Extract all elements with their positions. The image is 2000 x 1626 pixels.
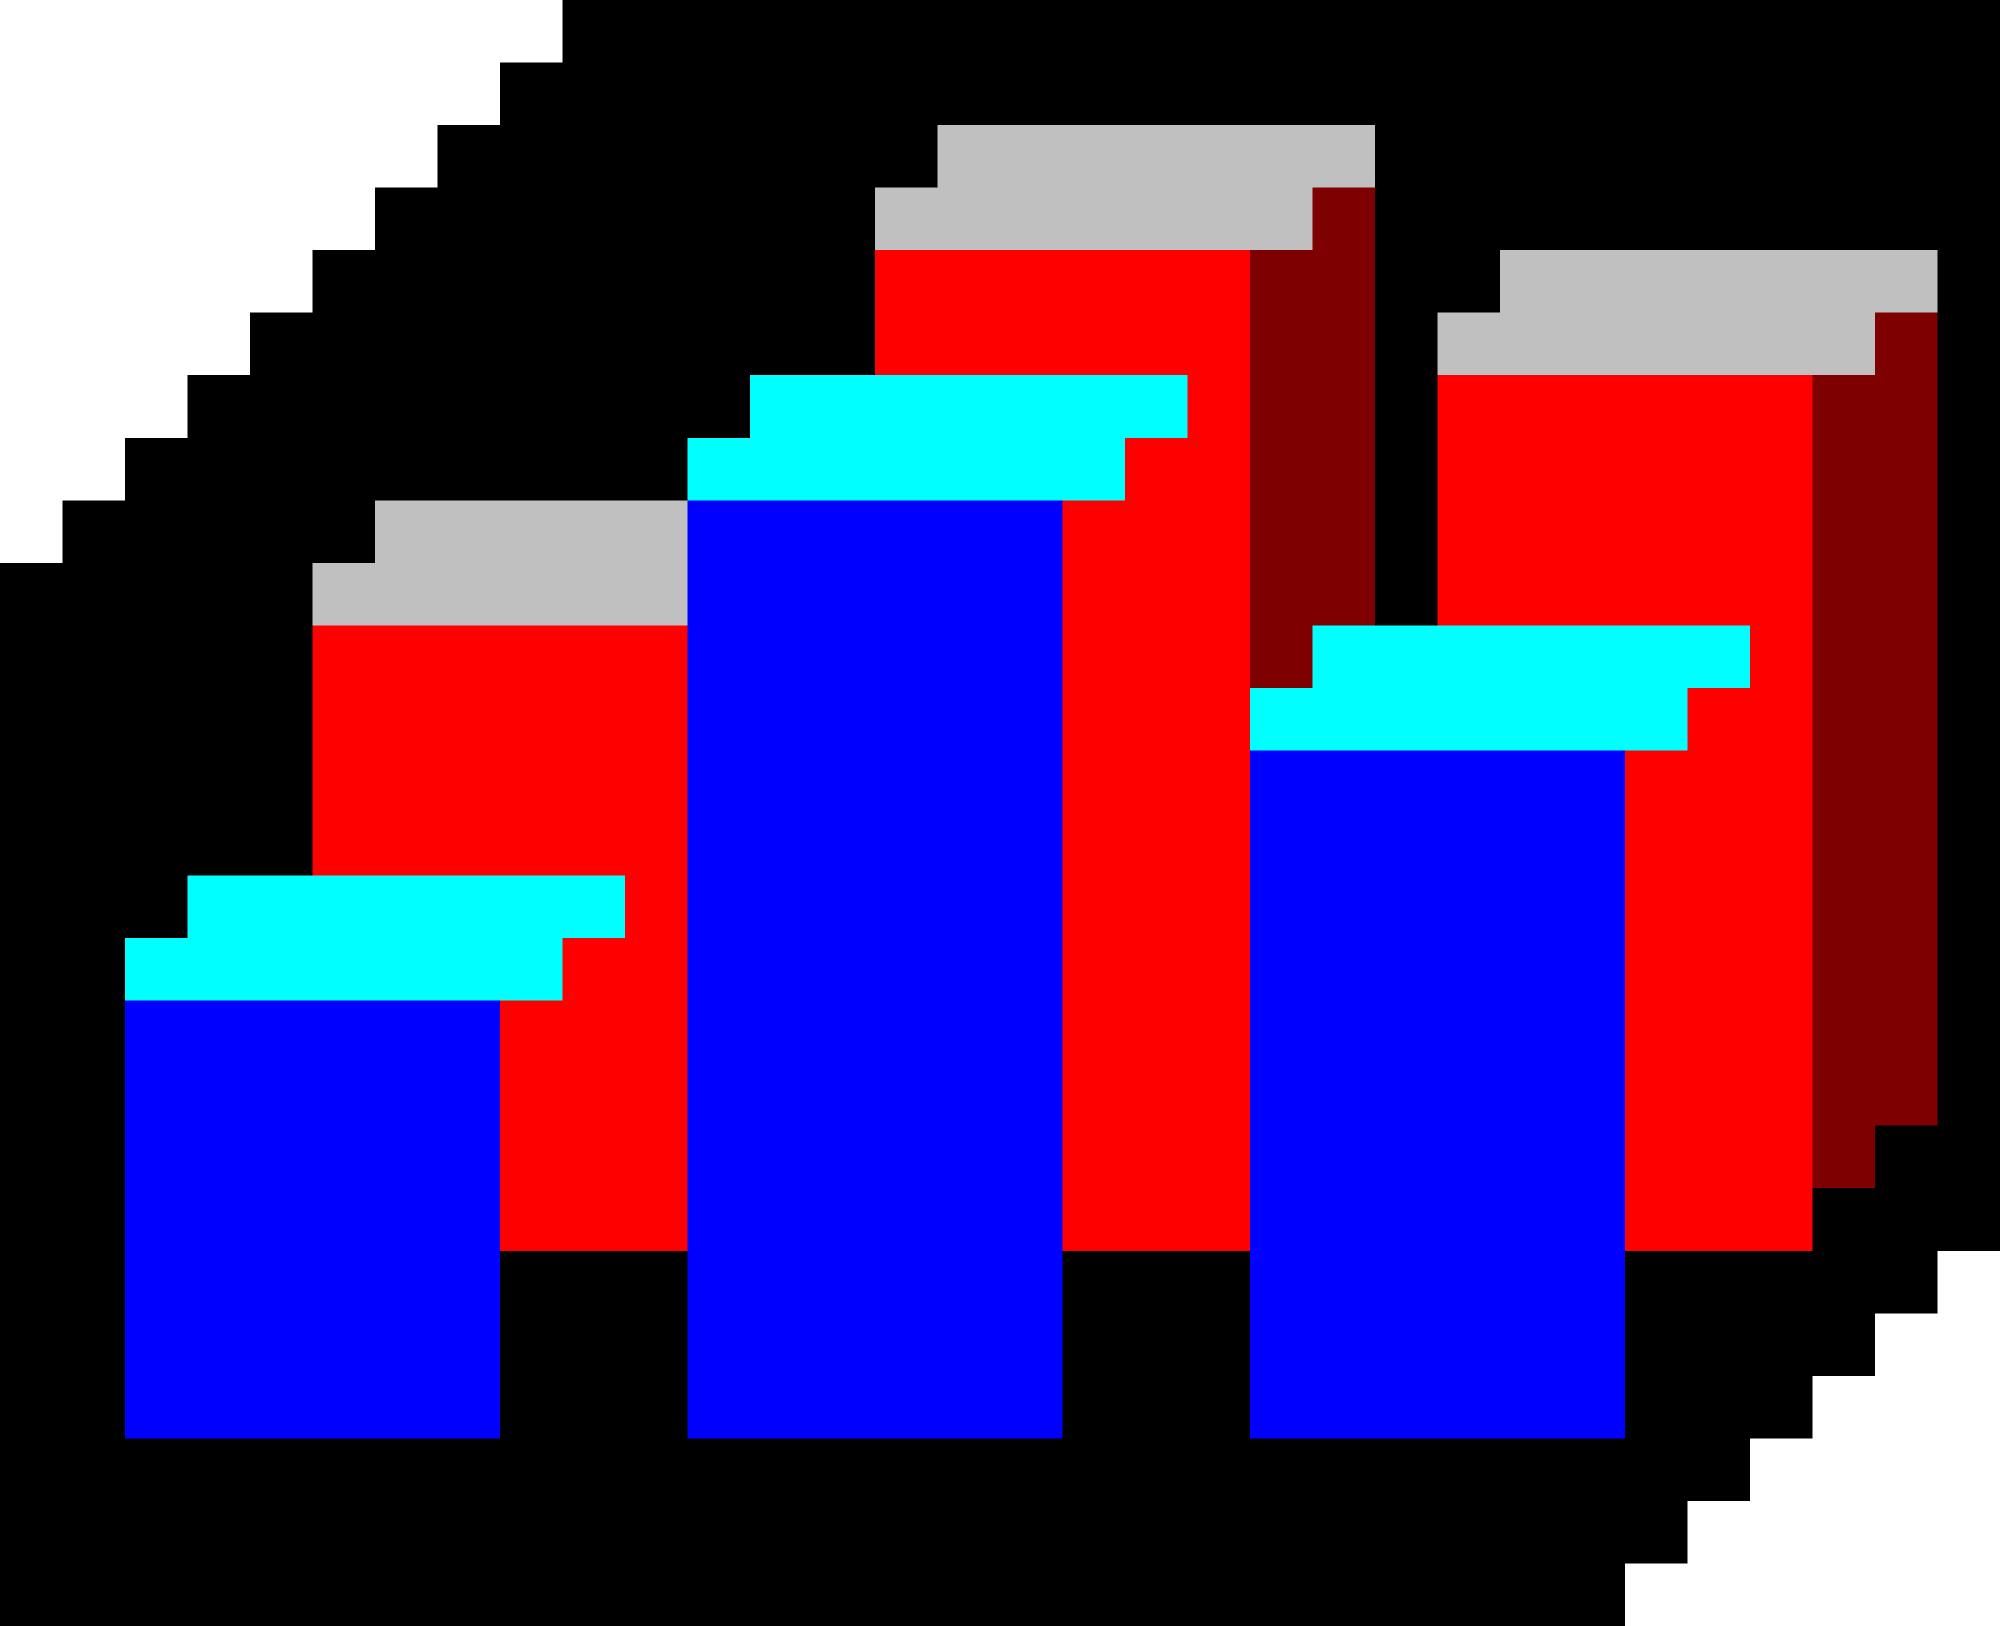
back-bar-3-side	[1875, 312, 1938, 376]
front-bar-1-top	[187, 875, 625, 939]
front-bar-2-top	[687, 437, 1125, 501]
front-bar-1-top	[125, 938, 563, 1001]
outline-row	[562, 0, 2000, 63]
outline-row	[500, 62, 2000, 126]
front-bar-2-top	[750, 375, 1188, 438]
front-bar-1-face	[125, 1000, 500, 1439]
back-bar-1-top	[312, 562, 750, 626]
back-bar-3-side	[1812, 1125, 1875, 1189]
back-bar-2-side	[1312, 187, 1375, 251]
outline-row	[0, 1438, 1750, 1501]
front-bar-3-top	[1250, 687, 1688, 751]
outline-row	[0, 1500, 1688, 1564]
back-bar-3-side	[1812, 375, 1938, 1126]
outline-row	[0, 1563, 1625, 1626]
front-bar-3-face	[1250, 750, 1625, 1439]
front-bar-2-face	[687, 500, 1063, 1439]
back-bar-3-top	[1437, 312, 1875, 376]
front-bars	[125, 375, 1750, 1439]
back-bar-2-top	[937, 125, 1375, 188]
back-bar-2-top	[875, 187, 1313, 251]
back-bar-3-top	[1500, 250, 1938, 313]
front-bar-3-top	[1312, 625, 1750, 688]
